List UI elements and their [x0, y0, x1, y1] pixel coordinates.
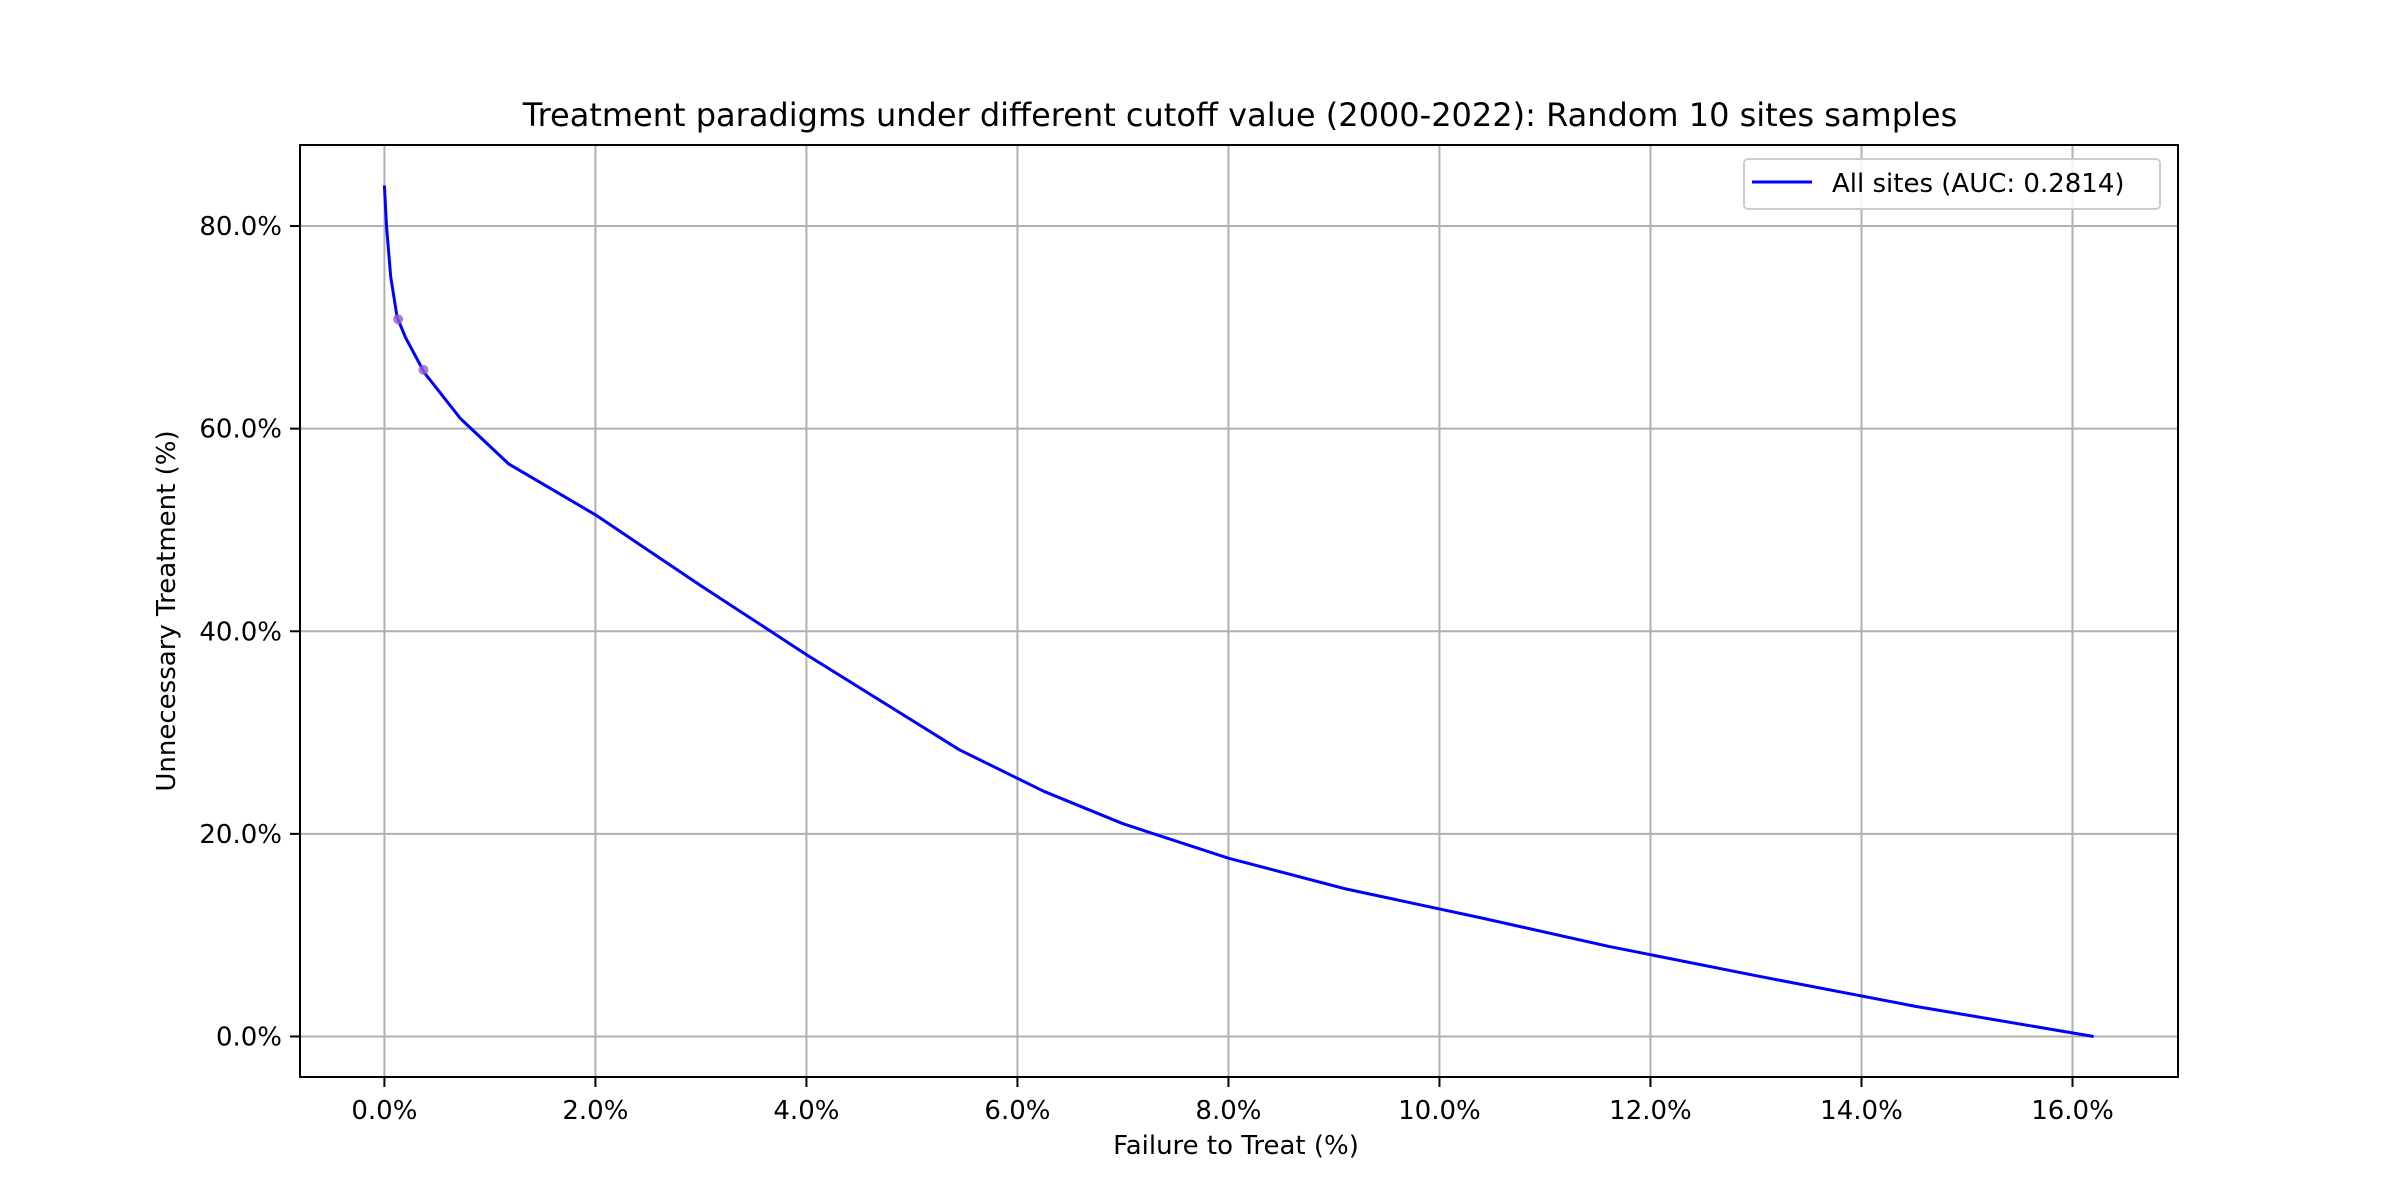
- legend: All sites (AUC: 0.2814): [1743, 158, 2161, 210]
- y-tick-label: 60.0%: [199, 415, 282, 445]
- series-line: [382, 185, 2094, 1038]
- x-axis-label: Failure to Treat (%): [1113, 1131, 1359, 1161]
- x-tick-label: 12.0%: [1609, 1096, 1692, 1126]
- plot-frame: [299, 144, 2179, 1078]
- legend-box: [1743, 158, 2161, 210]
- chart-title: Treatment paradigms under different cuto…: [522, 96, 1958, 134]
- tick-layer: 0.0% 2.0% 4.0% 6.0% 8.0% 10.0% 12.0% 14.0% 16.0%…: [199, 212, 2113, 1126]
- y-tick-label: 20.0%: [199, 820, 282, 850]
- grid-layer: [300, 145, 2178, 1077]
- x-tick-label: 6.0%: [984, 1096, 1050, 1126]
- y-tick-label: 0.0%: [216, 1022, 282, 1052]
- x-tick-label: 16.0%: [2031, 1096, 2114, 1126]
- data-point-marker: [418, 364, 429, 375]
- legend-label: All sites (AUC: 0.2814): [1832, 169, 2125, 199]
- x-tick-label: 14.0%: [1820, 1096, 1903, 1126]
- y-axis-label: Unnecessary Treatment (%): [152, 430, 182, 791]
- data-point-marker: [393, 314, 404, 325]
- x-tick-label: 4.0%: [773, 1096, 839, 1126]
- y-tick-label: 40.0%: [199, 617, 282, 647]
- series-layer: [382, 185, 2094, 1038]
- x-tick-label: 0.0%: [351, 1096, 417, 1126]
- x-tick-label: 2.0%: [562, 1096, 628, 1126]
- x-tick-label: 8.0%: [1195, 1096, 1261, 1126]
- x-tick-label: 10.0%: [1398, 1096, 1481, 1126]
- y-tick-label: 80.0%: [199, 212, 282, 242]
